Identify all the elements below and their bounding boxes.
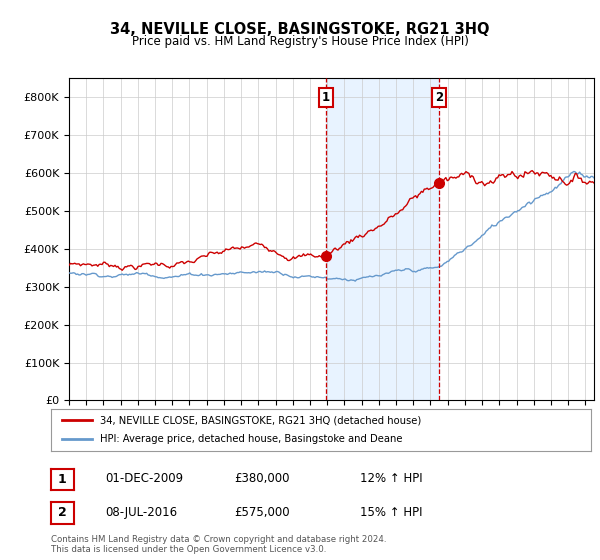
Text: 01-DEC-2009: 01-DEC-2009 [105,472,183,486]
Text: Price paid vs. HM Land Registry's House Price Index (HPI): Price paid vs. HM Land Registry's House … [131,35,469,48]
Text: 2: 2 [58,506,67,520]
Text: 08-JUL-2016: 08-JUL-2016 [105,506,177,519]
Text: 15% ↑ HPI: 15% ↑ HPI [360,506,422,519]
Text: £380,000: £380,000 [234,472,290,486]
Text: 34, NEVILLE CLOSE, BASINGSTOKE, RG21 3HQ (detached house): 34, NEVILLE CLOSE, BASINGSTOKE, RG21 3HQ… [100,415,421,425]
Text: 1: 1 [322,91,330,104]
Text: 2: 2 [436,91,443,104]
Text: £575,000: £575,000 [234,506,290,519]
Text: 34, NEVILLE CLOSE, BASINGSTOKE, RG21 3HQ: 34, NEVILLE CLOSE, BASINGSTOKE, RG21 3HQ [110,22,490,38]
Text: 1: 1 [58,473,67,486]
Text: 12% ↑ HPI: 12% ↑ HPI [360,472,422,486]
Text: HPI: Average price, detached house, Basingstoke and Deane: HPI: Average price, detached house, Basi… [100,435,402,445]
Text: Contains HM Land Registry data © Crown copyright and database right 2024.
This d: Contains HM Land Registry data © Crown c… [51,535,386,554]
Bar [326,78,439,400]
